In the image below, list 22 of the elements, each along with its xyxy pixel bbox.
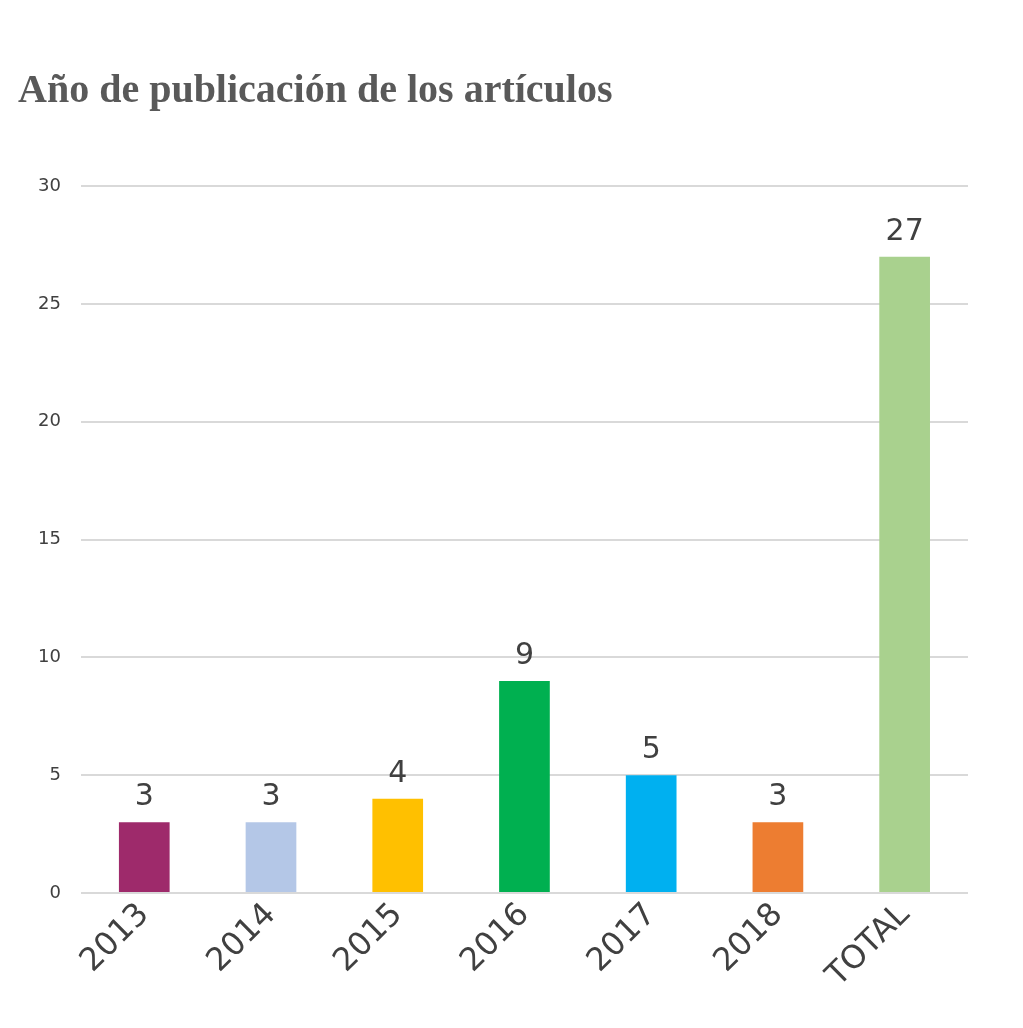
- bar: [118, 822, 170, 893]
- bar: [879, 256, 930, 893]
- chart-title: Año de publicación de los artículos: [18, 66, 613, 112]
- data-label: 3: [768, 777, 788, 813]
- data-label: 3: [261, 777, 281, 813]
- y-tick-label: 0: [49, 880, 61, 902]
- y-tick-label: 30: [38, 173, 61, 195]
- data-label: 3: [134, 777, 154, 813]
- bar: [372, 798, 424, 893]
- bar: [499, 680, 550, 893]
- y-tick-label: 25: [38, 291, 61, 313]
- bar: [752, 822, 804, 893]
- y-tick-label: 15: [38, 527, 61, 549]
- data-label: 27: [885, 211, 924, 247]
- data-label: 9: [514, 635, 534, 671]
- y-tick-label: 10: [38, 645, 61, 667]
- data-label: 5: [641, 730, 661, 766]
- y-tick-label: 5: [49, 762, 61, 784]
- data-label: 4: [388, 753, 408, 789]
- bar: [245, 822, 297, 893]
- y-tick-label: 20: [38, 409, 61, 431]
- bar: [625, 775, 677, 893]
